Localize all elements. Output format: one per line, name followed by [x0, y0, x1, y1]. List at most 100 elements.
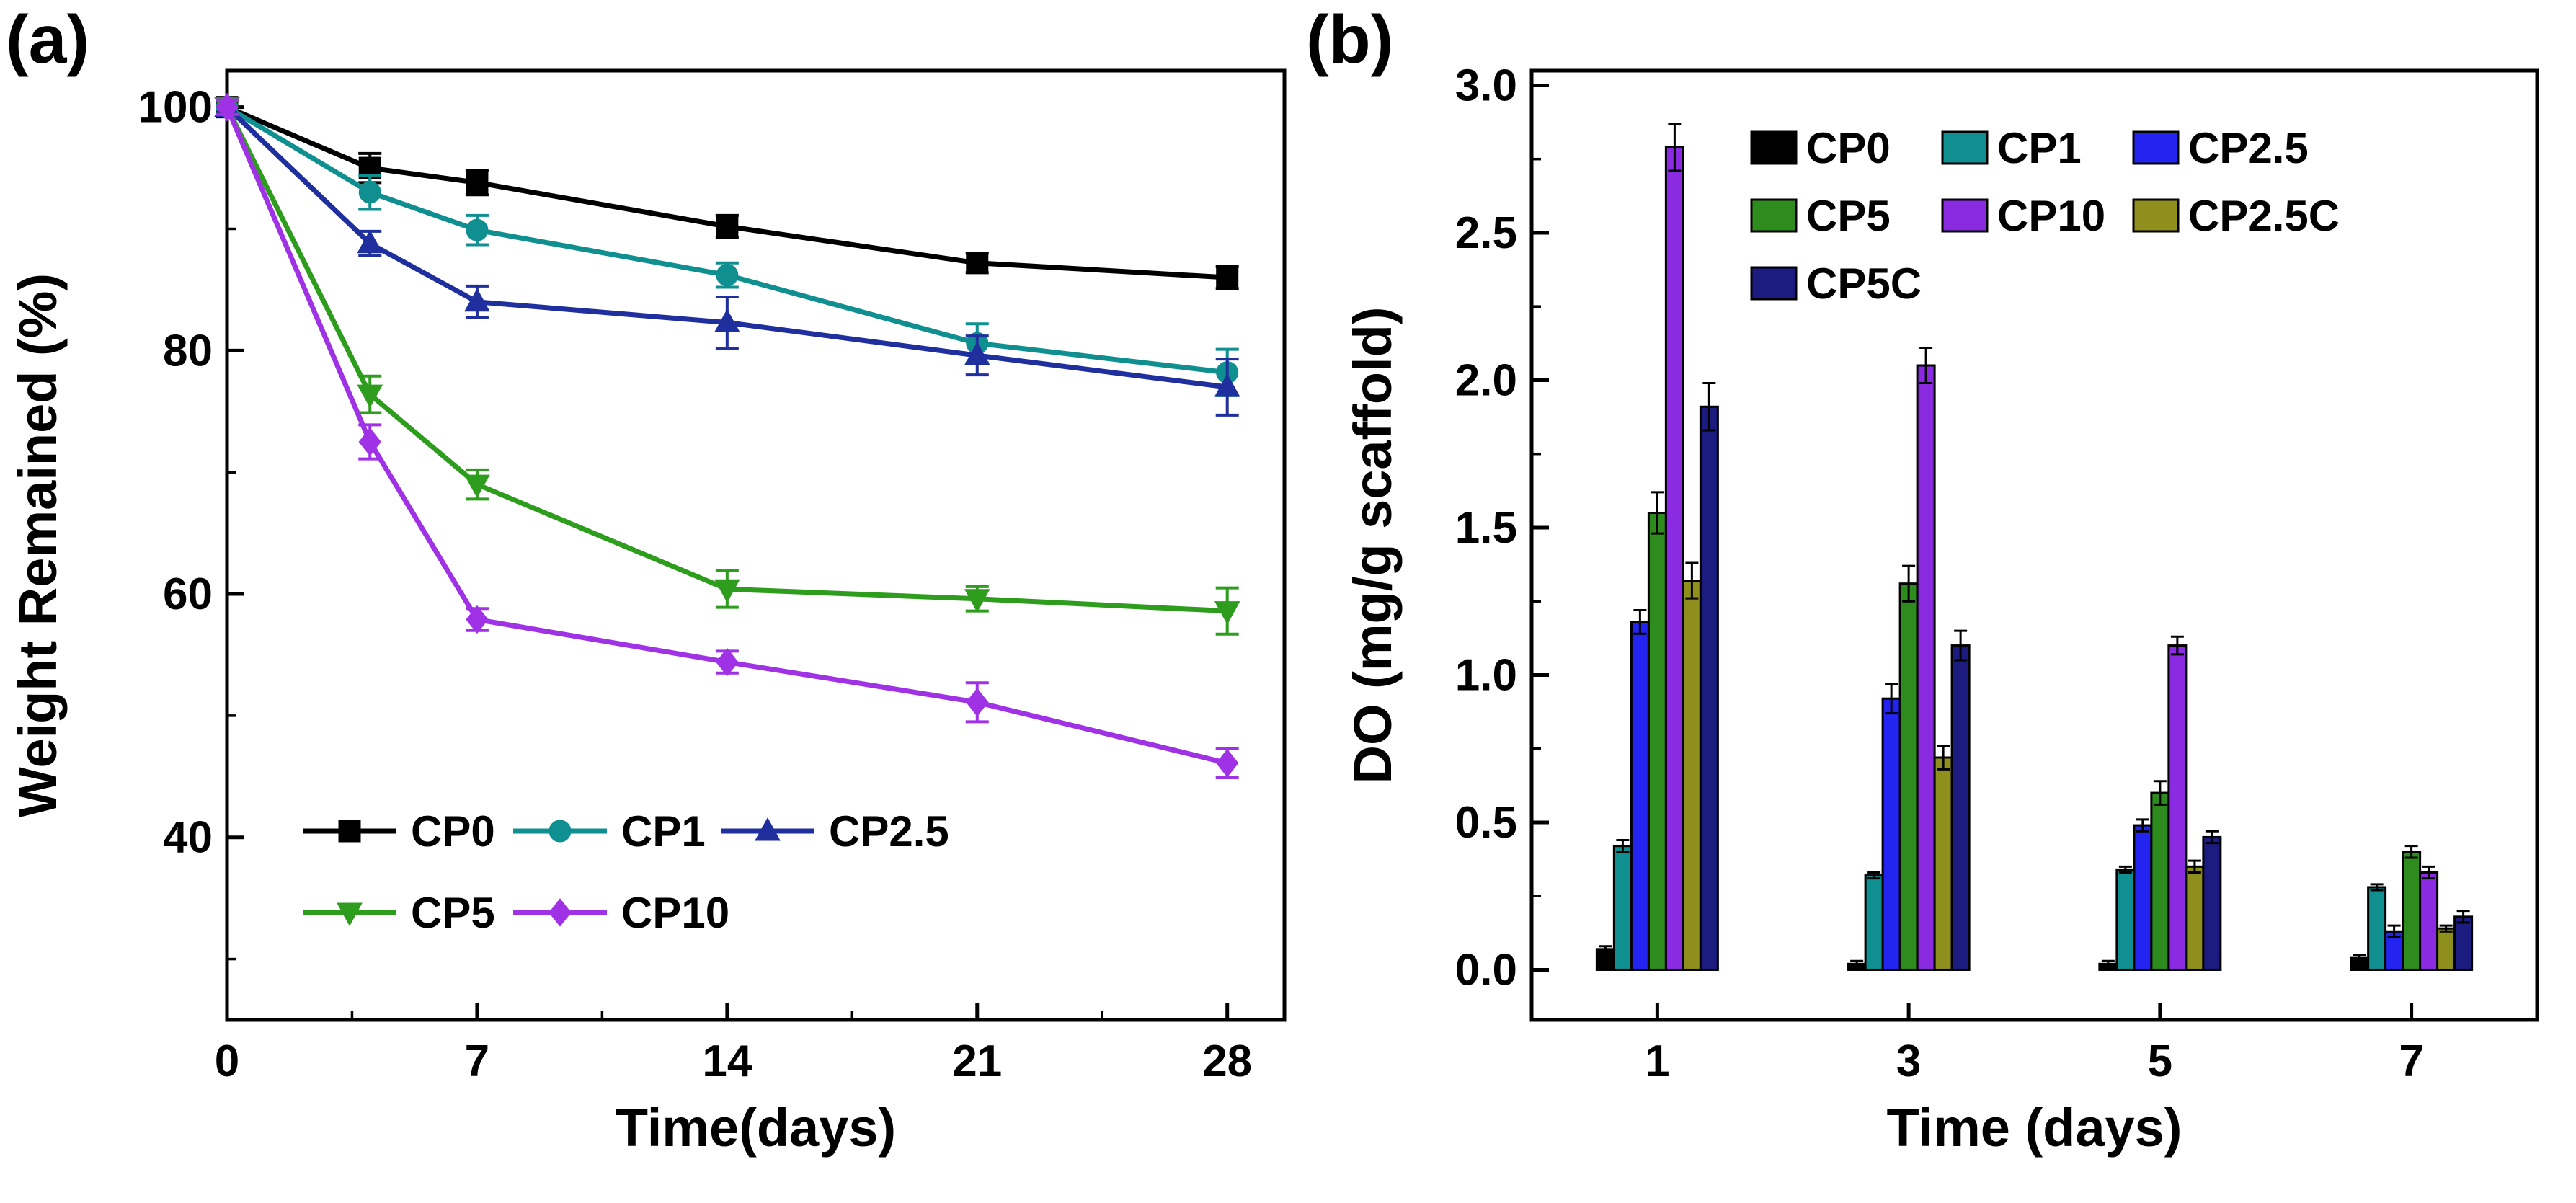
legend-entry-CP1: CP1: [1941, 124, 2082, 172]
y-tick-label: 0.0: [1455, 945, 1517, 995]
diamond-marker-icon: [716, 647, 739, 677]
legend-label: CP5: [1806, 192, 1891, 240]
square-marker-icon: [1216, 266, 1239, 289]
bar-CP10-day3: [1916, 364, 1936, 971]
series-CP2.5: [214, 93, 1240, 417]
bar-CP1-day5: [2115, 868, 2136, 971]
legend-label: CP2.5: [2188, 124, 2309, 172]
diamond-marker-icon: [216, 92, 239, 122]
legend-entry-CP5: CP5: [1750, 192, 1891, 240]
circle-marker-icon: [466, 218, 489, 241]
y-tick-label: 40: [163, 813, 213, 863]
bar-CP2.5-day5: [2133, 824, 2153, 971]
legend-entry-CP0: CP0: [1750, 124, 1891, 172]
x-tick-label: 1: [1645, 1036, 1669, 1086]
error-bar: [1702, 382, 1716, 432]
x-tick-label: 7: [465, 1036, 489, 1086]
y-tick-label: 80: [163, 326, 213, 376]
y-tick-label: 0.5: [1455, 798, 1517, 848]
y-tick-label: 2.0: [1455, 355, 1517, 405]
series-line-CP5: [224, 106, 1227, 614]
legend-entry-CP5: CP5: [303, 889, 495, 937]
bar-CP5-day5: [2150, 791, 2170, 971]
legend-swatch: [1941, 198, 1989, 233]
diamond-marker-icon: [1216, 748, 1239, 778]
error-bar: [2456, 910, 2470, 924]
y-axis-title: Weight Remained (%): [8, 273, 68, 817]
series-CP10: [216, 92, 1239, 779]
bar-CP1-day1: [1612, 845, 1633, 971]
error-bar: [1919, 346, 1933, 385]
legend-label: CP1: [621, 807, 706, 856]
panel-a-label: (a): [6, 1, 90, 78]
legend-entry-CP10: CP10: [513, 889, 729, 937]
plot-frame: [225, 68, 1287, 1022]
triangle-up-marker-icon: [464, 288, 490, 312]
bar-CP2.5C-day3: [1933, 756, 1953, 971]
error-bar: [1616, 839, 1630, 853]
square-marker-icon: [338, 820, 361, 843]
error-bar: [2205, 830, 2219, 845]
square-marker-icon: [466, 171, 489, 194]
error-bar: [2387, 924, 2401, 938]
y-tick-label: 60: [163, 569, 213, 619]
legend: CP0 CP1 CP2.5 CP5 CP10: [303, 807, 949, 937]
x-tick-label: 5: [2148, 1036, 2172, 1086]
error-bar: [2170, 635, 2184, 656]
bar-CP2.5-day3: [1881, 697, 1901, 971]
legend-entry-CP1: CP1: [513, 807, 706, 856]
y-tick-label: 3.0: [1455, 61, 1517, 110]
triangle-down-marker-icon: [964, 589, 990, 613]
series-line-CP0: [226, 105, 1227, 280]
diamond-marker-icon: [466, 605, 489, 634]
legend-entry-CP2.5C: CP2.5C: [2132, 192, 2340, 240]
y-tick-label: 2.5: [1455, 208, 1517, 258]
diamond-marker-icon: [358, 427, 381, 456]
bar-CP1-day3: [1864, 874, 1884, 971]
diamond-marker-icon: [548, 898, 572, 927]
series-line-CP2.5: [225, 105, 1228, 390]
legend-label: CP1: [1997, 124, 2082, 172]
bar-CP5C-day1: [1699, 405, 1719, 971]
x-axis-title: Time(days): [616, 1098, 896, 1158]
bar-CP2.5C-day7: [2436, 927, 2456, 971]
legend-swatch: [1941, 130, 1989, 165]
error-bar: [2370, 883, 2384, 892]
plot-frame: [1529, 68, 2539, 1022]
bar-CP10-day5: [2167, 644, 2188, 971]
bar-CP2.5C-day1: [1682, 580, 1702, 971]
legend-entry-CP10: CP10: [1941, 192, 2105, 240]
error-bar: [1902, 564, 1916, 603]
legend-swatch: [1750, 198, 1798, 233]
triangle-up-marker-icon: [755, 817, 781, 841]
legend-label: CP5: [411, 889, 495, 937]
legend-entry-CP2.5: CP2.5: [2132, 124, 2309, 172]
circle-marker-icon: [716, 264, 739, 287]
do-bar-chart: 0.0 0.5 1.0 1.5 2.0 2.5 3.0 1 3 5 7 Time (days) DO (…: [1343, 61, 2539, 1158]
error-bar: [1867, 871, 1881, 880]
error-bar: [1850, 959, 1864, 968]
panel-b-label: (b): [1306, 1, 1394, 78]
triangle-down-marker-icon: [1214, 601, 1240, 625]
bar-CP5C-day5: [2202, 835, 2222, 971]
axis-ticks: [225, 105, 1230, 1020]
triangle-up-marker-icon: [357, 229, 383, 254]
axis-ticks: [1532, 83, 2414, 1020]
triangle-up-marker-icon: [714, 308, 740, 333]
bar-CP5C-day3: [1950, 644, 1971, 971]
error-bar: [1599, 945, 1612, 954]
square-marker-icon: [966, 252, 989, 275]
bar-CP5C-day7: [2453, 915, 2474, 971]
bar-CP2.5C-day5: [2185, 865, 2205, 971]
error-bar: [2439, 924, 2453, 933]
error-bar: [2101, 959, 2115, 968]
legend-label: CP10: [621, 889, 729, 937]
square-marker-icon: [716, 215, 739, 238]
legend-swatch: [2132, 130, 2180, 165]
weight-remained-chart: 0 7 14 21 28 40 60 80 100 Time(days) Weight Remain…: [8, 68, 1287, 1158]
x-tick-label: 14: [702, 1036, 752, 1086]
legend: CP0 CP1 CP2.5 CP5 CP10 CP2.5C CP5C: [1750, 124, 2340, 308]
triangle-down-marker-icon: [337, 902, 363, 927]
error-bar: [2153, 780, 2167, 806]
legend-entry-CP5C: CP5C: [1750, 259, 1922, 308]
